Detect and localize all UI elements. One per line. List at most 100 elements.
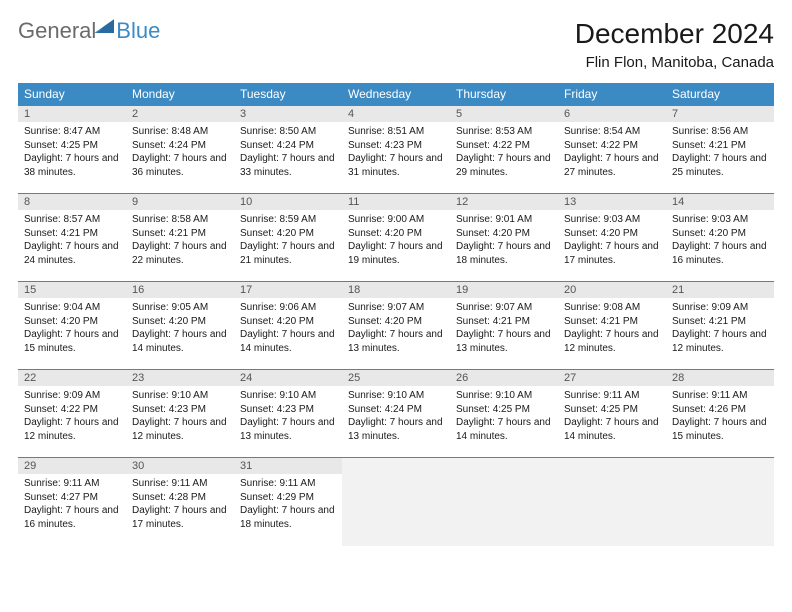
- calendar-cell: 21Sunrise: 9:09 AMSunset: 4:21 PMDayligh…: [666, 282, 774, 370]
- calendar-cell: 9Sunrise: 8:58 AMSunset: 4:21 PMDaylight…: [126, 194, 234, 282]
- sunset-text: Sunset: 4:25 PM: [24, 139, 120, 153]
- daylight-text: Daylight: 7 hours and 25 minutes.: [672, 152, 768, 179]
- sunrise-text: Sunrise: 8:53 AM: [456, 125, 552, 139]
- daylight-text: Daylight: 7 hours and 14 minutes.: [456, 416, 552, 443]
- day-number: 10: [234, 194, 342, 210]
- day-number: 26: [450, 370, 558, 386]
- sunrise-text: Sunrise: 9:04 AM: [24, 301, 120, 315]
- sunset-text: Sunset: 4:20 PM: [240, 227, 336, 241]
- logo-text-part2: Blue: [116, 18, 160, 44]
- daylight-text: Daylight: 7 hours and 14 minutes.: [240, 328, 336, 355]
- page-title: December 2024: [575, 18, 774, 50]
- sunrise-text: Sunrise: 8:58 AM: [132, 213, 228, 227]
- day-body: Sunrise: 8:50 AMSunset: 4:24 PMDaylight:…: [234, 122, 342, 185]
- day-number: 31: [234, 458, 342, 474]
- calendar-cell: 25Sunrise: 9:10 AMSunset: 4:24 PMDayligh…: [342, 370, 450, 458]
- calendar-cell: 15Sunrise: 9:04 AMSunset: 4:20 PMDayligh…: [18, 282, 126, 370]
- day-number: 6: [558, 106, 666, 122]
- day-body: Sunrise: 9:09 AMSunset: 4:22 PMDaylight:…: [18, 386, 126, 449]
- calendar-cell: 4Sunrise: 8:51 AMSunset: 4:23 PMDaylight…: [342, 106, 450, 194]
- calendar-header-row: Sunday Monday Tuesday Wednesday Thursday…: [18, 83, 774, 106]
- daylight-text: Daylight: 7 hours and 27 minutes.: [564, 152, 660, 179]
- sunset-text: Sunset: 4:20 PM: [348, 315, 444, 329]
- sunset-text: Sunset: 4:23 PM: [348, 139, 444, 153]
- day-number: 22: [18, 370, 126, 386]
- calendar-cell: [450, 458, 558, 546]
- sunrise-text: Sunrise: 8:57 AM: [24, 213, 120, 227]
- sunset-text: Sunset: 4:27 PM: [24, 491, 120, 505]
- day-body: Sunrise: 9:08 AMSunset: 4:21 PMDaylight:…: [558, 298, 666, 361]
- daylight-text: Daylight: 7 hours and 12 minutes.: [564, 328, 660, 355]
- calendar-week-row: 22Sunrise: 9:09 AMSunset: 4:22 PMDayligh…: [18, 370, 774, 458]
- day-body: Sunrise: 8:58 AMSunset: 4:21 PMDaylight:…: [126, 210, 234, 273]
- sunrise-text: Sunrise: 9:10 AM: [240, 389, 336, 403]
- calendar-cell: 18Sunrise: 9:07 AMSunset: 4:20 PMDayligh…: [342, 282, 450, 370]
- day-number: 20: [558, 282, 666, 298]
- day-body: Sunrise: 9:10 AMSunset: 4:25 PMDaylight:…: [450, 386, 558, 449]
- sunrise-text: Sunrise: 8:56 AM: [672, 125, 768, 139]
- sunset-text: Sunset: 4:20 PM: [24, 315, 120, 329]
- sunset-text: Sunset: 4:22 PM: [24, 403, 120, 417]
- calendar-cell: 16Sunrise: 9:05 AMSunset: 4:20 PMDayligh…: [126, 282, 234, 370]
- day-body: Sunrise: 9:11 AMSunset: 4:29 PMDaylight:…: [234, 474, 342, 537]
- day-number: 16: [126, 282, 234, 298]
- calendar-cell: 26Sunrise: 9:10 AMSunset: 4:25 PMDayligh…: [450, 370, 558, 458]
- day-number: 30: [126, 458, 234, 474]
- calendar-cell: 13Sunrise: 9:03 AMSunset: 4:20 PMDayligh…: [558, 194, 666, 282]
- calendar-cell: 23Sunrise: 9:10 AMSunset: 4:23 PMDayligh…: [126, 370, 234, 458]
- calendar-week-row: 29Sunrise: 9:11 AMSunset: 4:27 PMDayligh…: [18, 458, 774, 546]
- calendar-cell: 24Sunrise: 9:10 AMSunset: 4:23 PMDayligh…: [234, 370, 342, 458]
- calendar-cell: 17Sunrise: 9:06 AMSunset: 4:20 PMDayligh…: [234, 282, 342, 370]
- daylight-text: Daylight: 7 hours and 21 minutes.: [240, 240, 336, 267]
- calendar-cell: 28Sunrise: 9:11 AMSunset: 4:26 PMDayligh…: [666, 370, 774, 458]
- daylight-text: Daylight: 7 hours and 16 minutes.: [24, 504, 120, 531]
- day-number: 1: [18, 106, 126, 122]
- sunrise-text: Sunrise: 9:03 AM: [564, 213, 660, 227]
- sunrise-text: Sunrise: 9:10 AM: [348, 389, 444, 403]
- sunrise-text: Sunrise: 9:10 AM: [132, 389, 228, 403]
- sunrise-text: Sunrise: 9:07 AM: [456, 301, 552, 315]
- sunset-text: Sunset: 4:20 PM: [132, 315, 228, 329]
- daylight-text: Daylight: 7 hours and 29 minutes.: [456, 152, 552, 179]
- sunrise-text: Sunrise: 9:11 AM: [132, 477, 228, 491]
- calendar-cell: 3Sunrise: 8:50 AMSunset: 4:24 PMDaylight…: [234, 106, 342, 194]
- calendar-cell: [558, 458, 666, 546]
- daylight-text: Daylight: 7 hours and 24 minutes.: [24, 240, 120, 267]
- day-body: Sunrise: 9:03 AMSunset: 4:20 PMDaylight:…: [666, 210, 774, 273]
- location-label: Flin Flon, Manitoba, Canada: [575, 54, 774, 71]
- daylight-text: Daylight: 7 hours and 36 minutes.: [132, 152, 228, 179]
- calendar-cell: 5Sunrise: 8:53 AMSunset: 4:22 PMDaylight…: [450, 106, 558, 194]
- day-body: Sunrise: 9:04 AMSunset: 4:20 PMDaylight:…: [18, 298, 126, 361]
- calendar-cell: 8Sunrise: 8:57 AMSunset: 4:21 PMDaylight…: [18, 194, 126, 282]
- day-number: 3: [234, 106, 342, 122]
- day-body: Sunrise: 8:47 AMSunset: 4:25 PMDaylight:…: [18, 122, 126, 185]
- dayhead-tue: Tuesday: [234, 83, 342, 106]
- sunset-text: Sunset: 4:23 PM: [240, 403, 336, 417]
- sunrise-text: Sunrise: 9:08 AM: [564, 301, 660, 315]
- dayhead-sat: Saturday: [666, 83, 774, 106]
- day-body: Sunrise: 8:53 AMSunset: 4:22 PMDaylight:…: [450, 122, 558, 185]
- daylight-text: Daylight: 7 hours and 22 minutes.: [132, 240, 228, 267]
- sunset-text: Sunset: 4:20 PM: [456, 227, 552, 241]
- sunrise-text: Sunrise: 9:07 AM: [348, 301, 444, 315]
- day-number: 27: [558, 370, 666, 386]
- day-number: 13: [558, 194, 666, 210]
- sunrise-text: Sunrise: 9:10 AM: [456, 389, 552, 403]
- day-number: 5: [450, 106, 558, 122]
- sunrise-text: Sunrise: 8:59 AM: [240, 213, 336, 227]
- sunset-text: Sunset: 4:22 PM: [456, 139, 552, 153]
- calendar-cell: 20Sunrise: 9:08 AMSunset: 4:21 PMDayligh…: [558, 282, 666, 370]
- sunrise-text: Sunrise: 9:11 AM: [24, 477, 120, 491]
- daylight-text: Daylight: 7 hours and 38 minutes.: [24, 152, 120, 179]
- day-body: Sunrise: 9:05 AMSunset: 4:20 PMDaylight:…: [126, 298, 234, 361]
- day-number: 8: [18, 194, 126, 210]
- day-body: Sunrise: 9:00 AMSunset: 4:20 PMDaylight:…: [342, 210, 450, 273]
- sunset-text: Sunset: 4:21 PM: [456, 315, 552, 329]
- calendar-cell: 31Sunrise: 9:11 AMSunset: 4:29 PMDayligh…: [234, 458, 342, 546]
- daylight-text: Daylight: 7 hours and 14 minutes.: [564, 416, 660, 443]
- calendar-cell: 6Sunrise: 8:54 AMSunset: 4:22 PMDaylight…: [558, 106, 666, 194]
- sunset-text: Sunset: 4:24 PM: [240, 139, 336, 153]
- sunrise-text: Sunrise: 9:03 AM: [672, 213, 768, 227]
- sunrise-text: Sunrise: 8:50 AM: [240, 125, 336, 139]
- daylight-text: Daylight: 7 hours and 14 minutes.: [132, 328, 228, 355]
